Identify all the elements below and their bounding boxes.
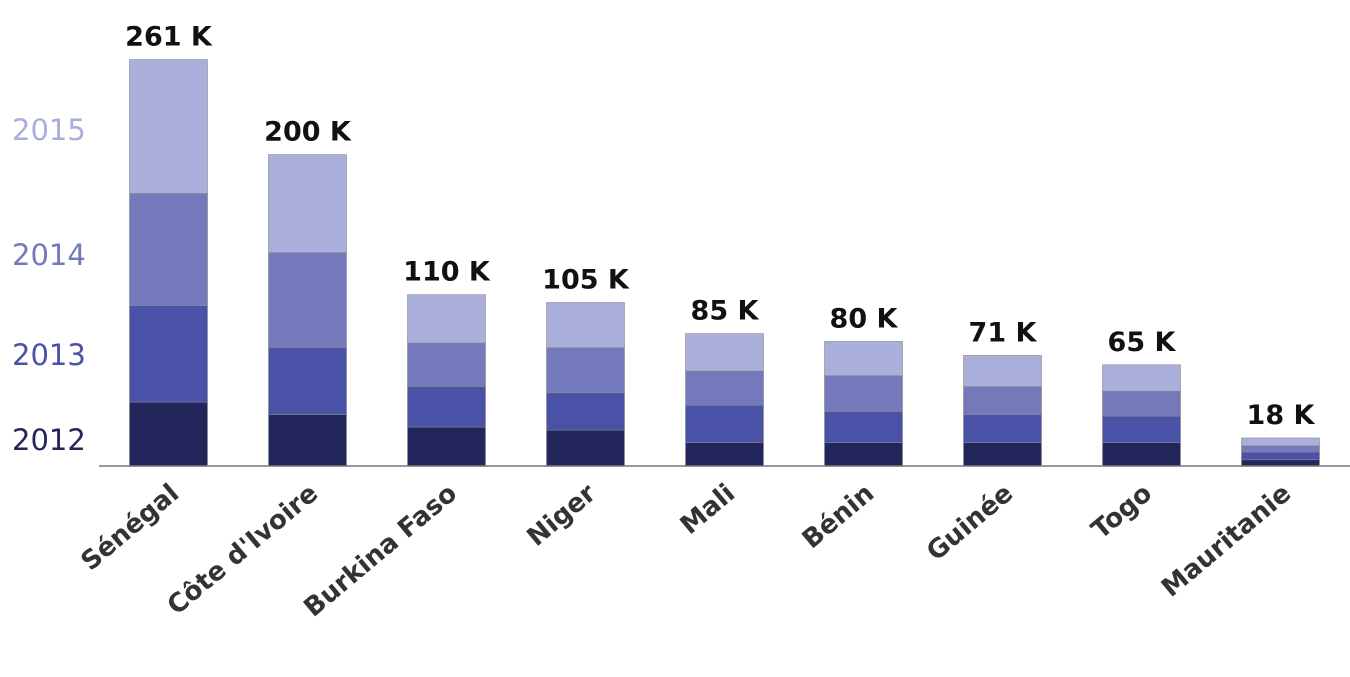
- bar-segment: [407, 386, 486, 428]
- legend-label: 2013: [12, 338, 86, 372]
- total-label: 110 K: [403, 257, 491, 288]
- total-label: 200 K: [264, 117, 352, 148]
- bar-segment: [824, 341, 903, 376]
- bar-segment: [268, 347, 347, 415]
- x-tick-label: Guinée: [921, 478, 1019, 567]
- total-label: 105 K: [542, 265, 630, 296]
- bar-segment: [546, 429, 625, 467]
- total-label: 85 K: [691, 296, 760, 327]
- bar-segment: [1102, 442, 1181, 467]
- bar-segment: [268, 154, 347, 253]
- total-label: 71 K: [969, 317, 1038, 348]
- bar-segment: [129, 59, 208, 194]
- bar-segment: [407, 342, 486, 387]
- bar-segment: [546, 302, 625, 348]
- bar-segment: [824, 411, 903, 443]
- bar-segment: [407, 294, 486, 344]
- x-tick-label: Burkina Faso: [298, 478, 463, 623]
- bar-segment: [407, 426, 486, 467]
- bar-segment: [546, 347, 625, 394]
- bar-segment: [963, 442, 1042, 467]
- total-label: 18 K: [1247, 400, 1316, 431]
- bar-segment: [1241, 437, 1320, 447]
- bar-segment: [1102, 415, 1181, 443]
- total-label: 80 K: [830, 303, 899, 334]
- bar-segment: [1241, 445, 1320, 453]
- bar-segment: [268, 252, 347, 348]
- bar-segment: [963, 355, 1042, 387]
- bar-segment: [824, 375, 903, 412]
- legend-label: 2012: [12, 423, 86, 457]
- x-tick-label: Bénin: [797, 478, 880, 555]
- bar-segment: [268, 414, 347, 467]
- bar-segment: [1102, 364, 1181, 392]
- legend-label: 2015: [12, 113, 86, 147]
- total-label: 65 K: [1108, 327, 1177, 358]
- x-tick-label: Sénégal: [76, 478, 185, 577]
- bar-segment: [685, 404, 764, 443]
- bar-segment: [963, 414, 1042, 443]
- legend-label: 2014: [12, 238, 86, 272]
- bar-segment: [685, 442, 764, 467]
- bar-segment: [963, 386, 1042, 415]
- bar-segment: [685, 333, 764, 372]
- x-tick-label: Mali: [675, 478, 741, 540]
- bar-segment: [1241, 451, 1320, 461]
- x-tick-label: Togo: [1086, 478, 1158, 545]
- bar-segment: [824, 442, 903, 467]
- x-tick-label: Niger: [522, 478, 603, 552]
- bar-segment: [129, 193, 208, 306]
- bar-segment: [546, 392, 625, 431]
- total-label: 261 K: [125, 22, 213, 53]
- bar-segment: [129, 305, 208, 403]
- bar-segment: [685, 370, 764, 406]
- x-tick-label: Mauritanie: [1156, 478, 1297, 603]
- bar-segment: [1102, 390, 1181, 417]
- bar-segment: [1241, 459, 1320, 467]
- bar-segment: [129, 401, 208, 467]
